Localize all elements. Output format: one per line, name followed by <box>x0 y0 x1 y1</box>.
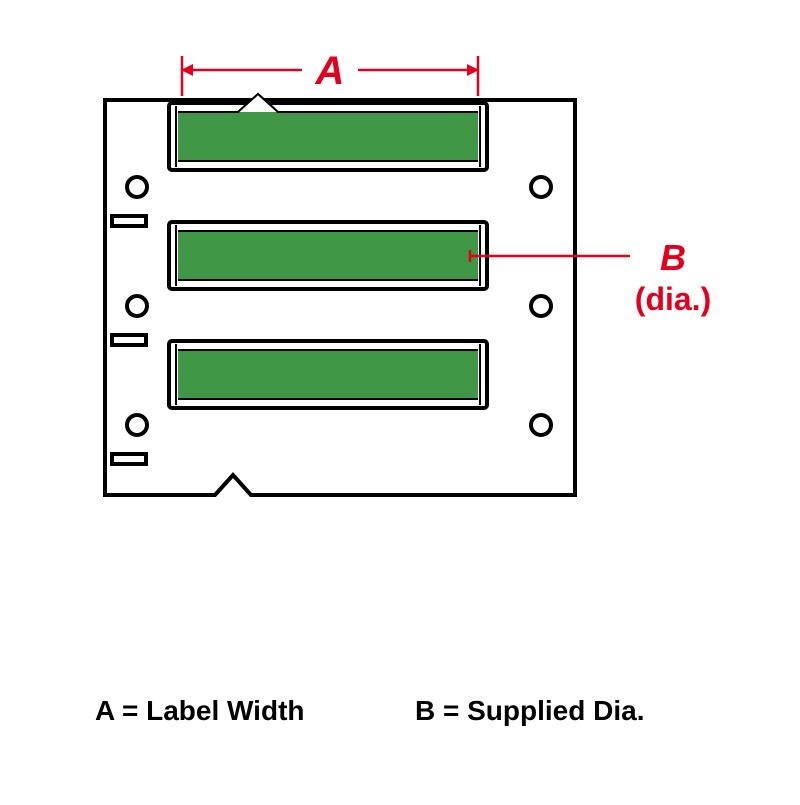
label-diagram: A B(dia.) <box>0 0 800 800</box>
legend-b: B = Supplied Dia. <box>415 695 644 727</box>
svg-text:A: A <box>315 49 345 93</box>
svg-text:B: B <box>660 237 686 278</box>
legend-a: A = Label Width <box>95 695 305 727</box>
svg-text:(dia.): (dia.) <box>635 281 711 317</box>
